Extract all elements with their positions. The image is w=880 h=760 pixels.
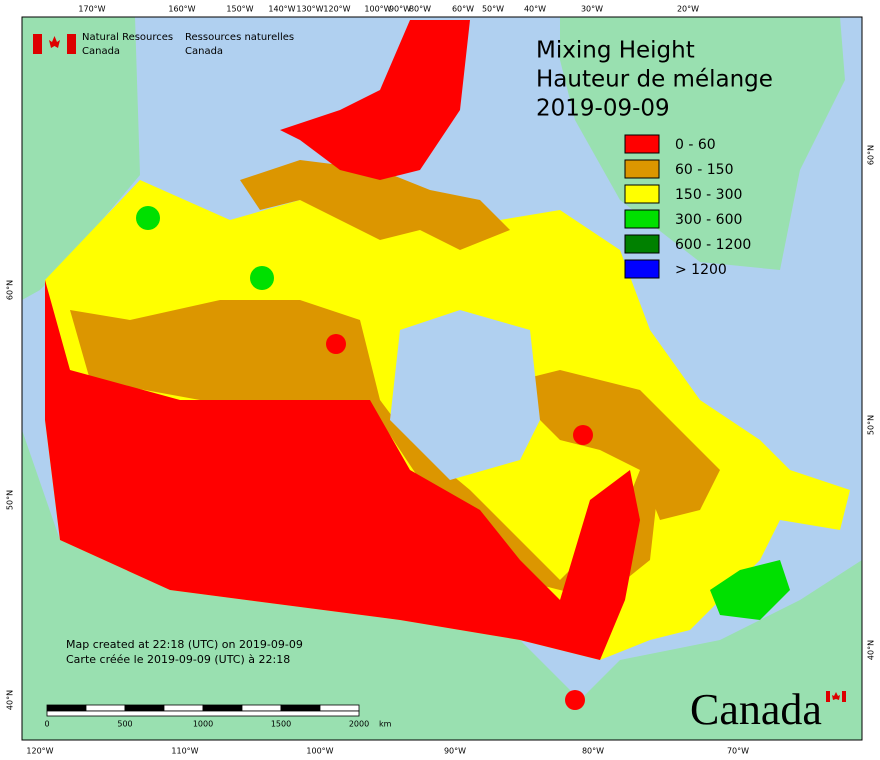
wordmark-text: Canada xyxy=(690,685,822,734)
canada-orange-mid xyxy=(70,300,660,600)
scale-segment xyxy=(241,704,282,712)
lon-label: 90°W xyxy=(389,5,411,14)
green-patch xyxy=(136,206,160,230)
red-patch xyxy=(573,425,593,445)
lon-label: 40°W xyxy=(524,5,546,14)
scale-bar xyxy=(46,710,360,717)
legend-swatch xyxy=(624,134,660,154)
legend-label: 600 - 1200 xyxy=(675,237,751,253)
green-patch xyxy=(250,266,274,290)
arctic-red xyxy=(280,20,470,180)
scale-label: 500 xyxy=(117,720,132,729)
red-patch xyxy=(565,690,585,710)
legend-swatch xyxy=(624,209,660,229)
lon-label: 50°W xyxy=(482,5,504,14)
org-text: Ressources naturelles xyxy=(185,32,294,43)
lon-label: 70°W xyxy=(727,747,749,756)
title: Hauteur de mélange xyxy=(536,67,773,93)
alaska xyxy=(22,17,140,300)
org-text: Natural Resources xyxy=(82,32,173,43)
legend-label: 60 - 150 xyxy=(675,162,734,178)
lat-label: 50°N xyxy=(6,490,15,510)
lat-label: 40°N xyxy=(6,690,15,710)
scale-segment xyxy=(85,704,126,712)
flag-leaf xyxy=(49,36,60,48)
scale-segment xyxy=(46,704,87,712)
scale-segment xyxy=(124,704,165,712)
org-text: Canada xyxy=(185,46,223,57)
lon-label: 80°W xyxy=(582,747,604,756)
title: 2019-09-09 xyxy=(536,96,670,122)
lon-label: 120°W xyxy=(26,747,53,756)
scale-label: 1500 xyxy=(271,720,291,729)
lon-label: 90°W xyxy=(444,747,466,756)
lon-label: 150°W xyxy=(226,5,253,14)
canada-orange-north xyxy=(240,160,510,250)
flag-bar xyxy=(826,691,830,702)
greenland xyxy=(560,17,845,270)
canada-orange-east xyxy=(520,370,720,520)
lat-label: 50°N xyxy=(867,415,876,435)
lon-label: 30°W xyxy=(581,5,603,14)
lon-label: 60°W xyxy=(452,5,474,14)
legend-swatch xyxy=(624,234,660,254)
lon-label: 80°W xyxy=(409,5,431,14)
scale-segment xyxy=(202,704,243,712)
lon-label: 100°W xyxy=(364,5,391,14)
lon-label: 140°W xyxy=(268,5,295,14)
lat-label: 40°N xyxy=(867,640,876,660)
org-text: Canada xyxy=(82,46,120,57)
canada-red-south xyxy=(45,280,640,660)
flag-bar xyxy=(33,34,42,54)
legend-label: 300 - 600 xyxy=(675,212,742,228)
lon-label: 110°W xyxy=(171,747,198,756)
lon-label: 120°W xyxy=(323,5,350,14)
frame-border xyxy=(21,16,863,741)
legend-swatch xyxy=(624,184,660,204)
red-patch xyxy=(326,334,346,354)
lat-label: 60°N xyxy=(867,145,876,165)
legend-label: 150 - 300 xyxy=(675,187,742,203)
flag-leaf xyxy=(832,692,840,700)
title: Mixing Height xyxy=(536,38,695,64)
scale-segment xyxy=(163,704,204,712)
lon-label: 130°W xyxy=(296,5,323,14)
scale-label: 1000 xyxy=(193,720,213,729)
maritimes-green xyxy=(710,560,790,620)
lon-label: 100°W xyxy=(306,747,333,756)
scale-label: 2000 xyxy=(349,720,369,729)
legend-label: 0 - 60 xyxy=(675,137,716,153)
flag-bar xyxy=(842,691,846,702)
legend-label: > 1200 xyxy=(675,262,727,278)
lon-label: 170°W xyxy=(78,5,105,14)
wordmark: Canada xyxy=(690,685,846,734)
map-frame xyxy=(21,16,863,741)
legend-swatch xyxy=(624,159,660,179)
credit: Carte créée le 2019-09-09 (UTC) à 22:18 xyxy=(66,653,290,666)
logo: Natural Resources Canada Ressources natu… xyxy=(33,32,294,57)
lon-label: 160°W xyxy=(168,5,195,14)
scale-segment xyxy=(319,704,360,712)
lon-label: 20°W xyxy=(677,5,699,14)
hudson-bay xyxy=(390,310,540,480)
scale-unit: km xyxy=(379,720,392,729)
credit: Map created at 22:18 (UTC) on 2019-09-09 xyxy=(66,638,303,651)
scale-label: 0 xyxy=(44,720,49,729)
flag-bar xyxy=(67,34,76,54)
usa xyxy=(22,430,862,740)
legend-swatch xyxy=(624,259,660,279)
lat-label: 60°N xyxy=(6,280,15,300)
scale-segment xyxy=(280,704,321,712)
